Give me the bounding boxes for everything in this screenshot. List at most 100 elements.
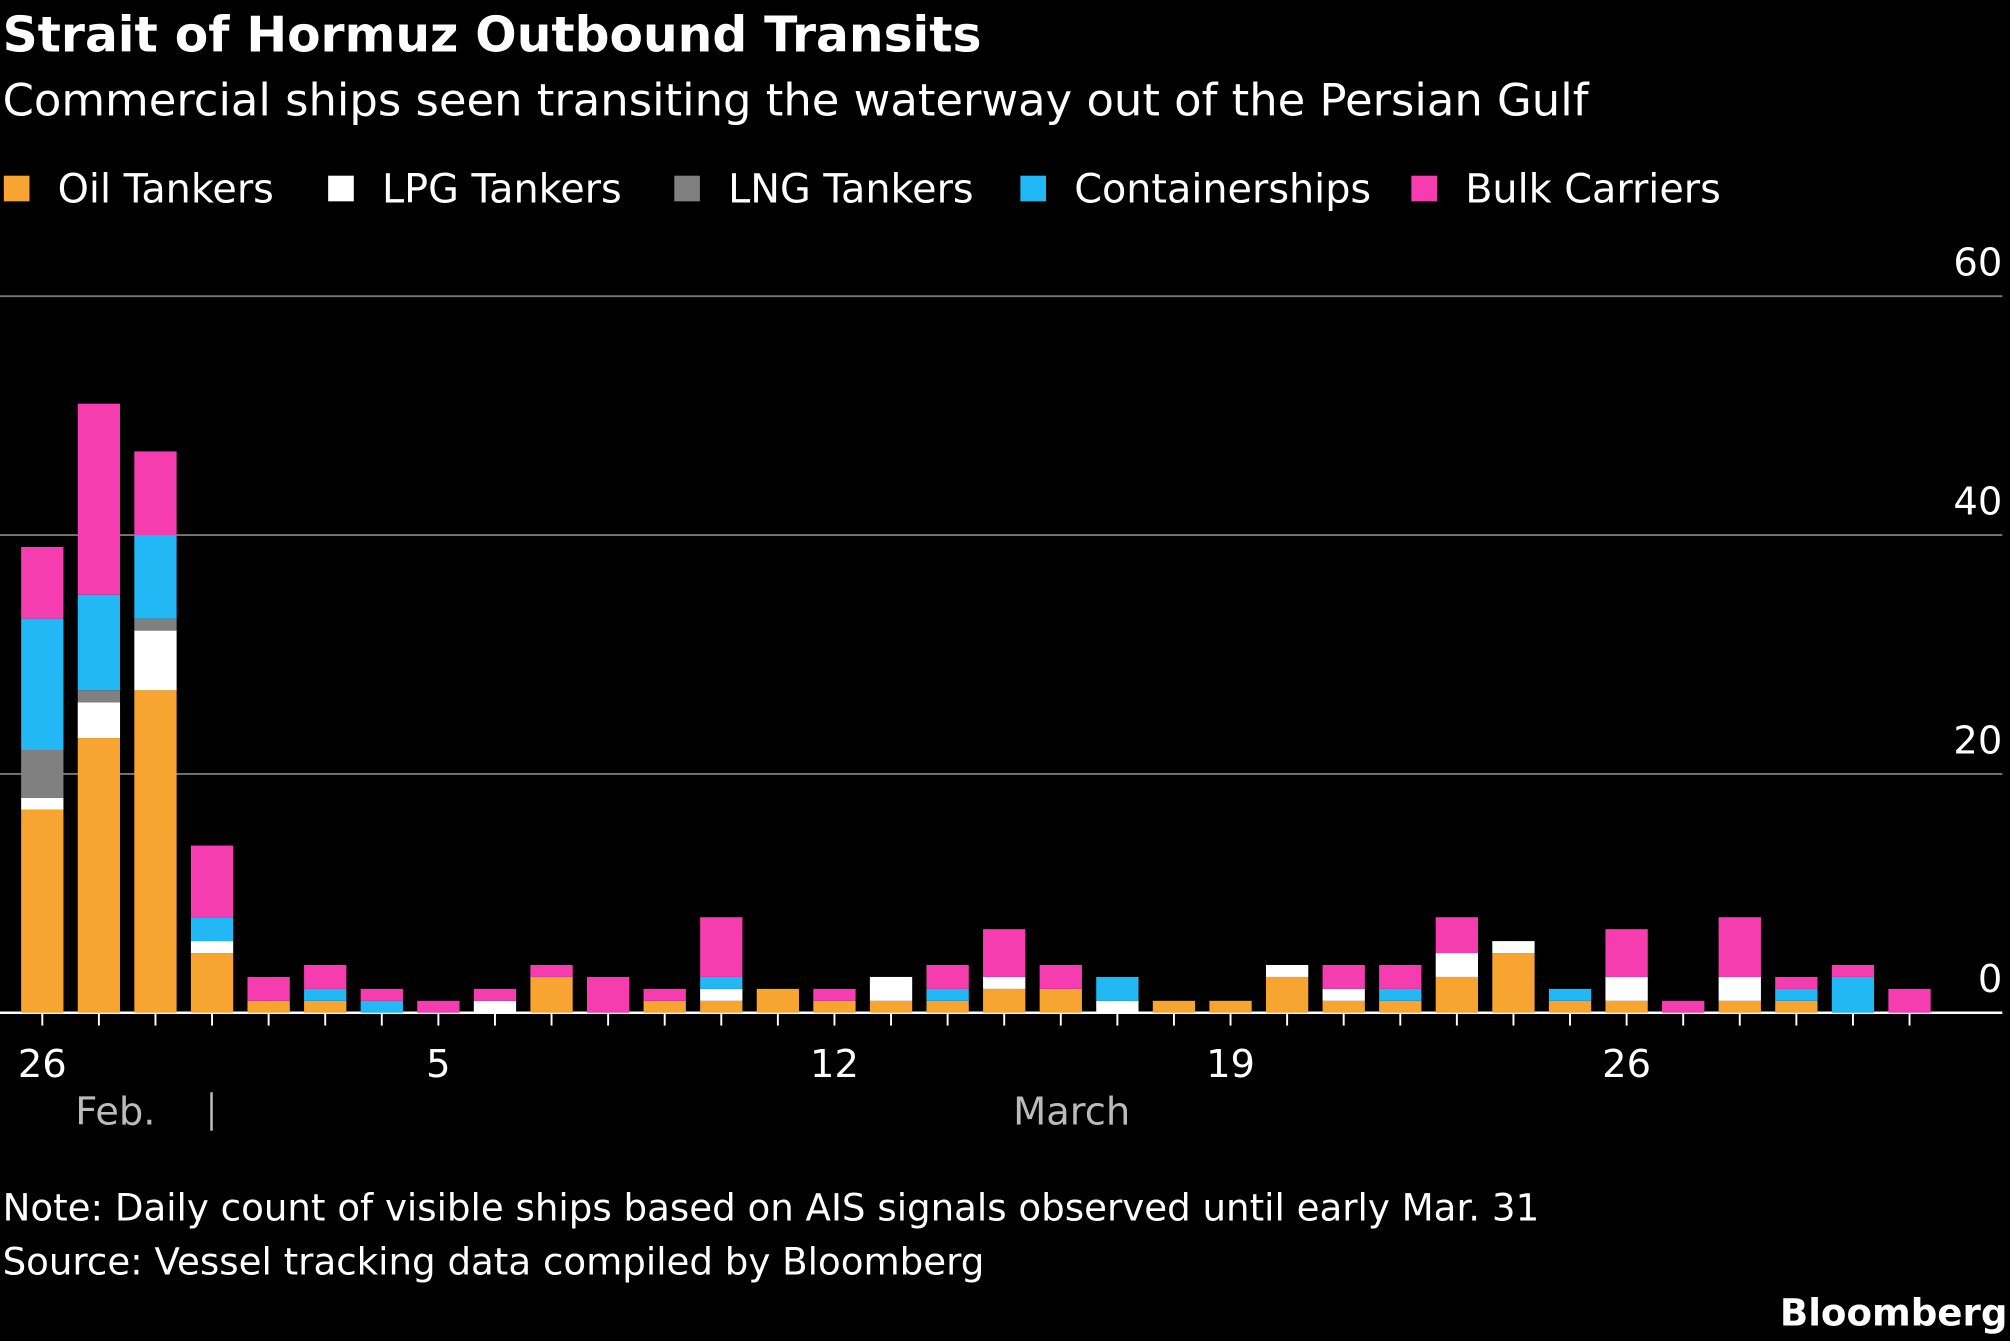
bar-segment xyxy=(21,618,64,751)
bar-segment xyxy=(1492,953,1535,1013)
bar-segment xyxy=(1718,1000,1761,1013)
bar-segment xyxy=(77,594,121,691)
bar-segment xyxy=(1605,976,1648,1001)
x-tick-label: 26 xyxy=(1602,1042,1651,1087)
bar-segment xyxy=(869,976,913,1001)
bar-segment xyxy=(700,988,743,1001)
bar-segment xyxy=(360,988,403,1001)
chart-title: Strait of Hormuz Outbound Transits xyxy=(3,7,982,63)
bar-segment xyxy=(1379,1000,1422,1013)
bar-segment xyxy=(700,976,743,989)
bar-segment xyxy=(360,1000,403,1013)
bar-segment xyxy=(869,1000,913,1013)
y-tick-label: 60 xyxy=(1953,241,2002,286)
legend-label: LNG Tankers xyxy=(728,167,974,213)
legend-label: LPG Tankers xyxy=(382,167,622,213)
bar-segment xyxy=(1322,1000,1365,1013)
chart-subtitle: Commercial ships seen transiting the wat… xyxy=(3,73,1590,126)
x-tick-label: 12 xyxy=(810,1042,859,1087)
brand: Bloomberg xyxy=(1780,1291,2008,1335)
bar-segment xyxy=(983,976,1026,989)
bar-segment xyxy=(813,1000,856,1013)
bar-segment xyxy=(1265,976,1309,1013)
bar-segment xyxy=(134,451,177,536)
bar-segment xyxy=(134,690,177,1013)
bar-segment xyxy=(1775,1000,1818,1013)
x-group-label: March xyxy=(1013,1089,1130,1134)
bar-segment xyxy=(1718,976,1761,1001)
legend-swatch xyxy=(674,175,700,202)
bar-segment xyxy=(643,988,686,1001)
bar-segment xyxy=(304,964,347,989)
bar-segment xyxy=(926,964,969,989)
bar-segment xyxy=(926,988,969,1001)
legend-swatch xyxy=(3,175,30,202)
bar-segment xyxy=(134,618,177,631)
bar-segment xyxy=(530,976,573,1013)
legend-label: Containerships xyxy=(1074,167,1371,213)
bar-segment xyxy=(926,1000,969,1013)
bar-segment xyxy=(1152,1000,1196,1013)
bar-segment xyxy=(190,917,234,942)
bar-segment xyxy=(530,964,573,977)
bar-segment xyxy=(21,546,64,619)
bar-segment xyxy=(77,702,121,739)
bar-segment xyxy=(190,953,234,1013)
legend-label: Oil Tankers xyxy=(58,167,274,213)
bar-segment xyxy=(1379,964,1422,989)
bar-segment xyxy=(643,1000,686,1013)
x-tick-label: 26 xyxy=(18,1042,67,1087)
bar-segment xyxy=(1548,1000,1592,1013)
bar-segment xyxy=(77,690,121,703)
legend-swatch xyxy=(328,175,354,202)
bar-segment xyxy=(813,988,856,1001)
bar-segment xyxy=(473,988,517,1001)
bar-segment xyxy=(304,988,347,1001)
bar-segment xyxy=(1831,964,1875,977)
bar-segment xyxy=(700,1000,743,1013)
bar-segment xyxy=(134,630,177,691)
bar-segment xyxy=(190,845,234,918)
note: Note: Daily count of visible ships based… xyxy=(3,1185,1540,1229)
bar-segment xyxy=(247,976,290,1001)
bar-segment xyxy=(473,1000,517,1013)
legend-swatch xyxy=(1020,175,1047,202)
legend-swatch xyxy=(1411,175,1437,202)
bar-segment xyxy=(983,929,1026,977)
bar-segment xyxy=(586,976,630,1013)
y-tick-label: 40 xyxy=(1953,480,2002,525)
bar-segment xyxy=(1548,988,1592,1001)
bar-segment xyxy=(1379,988,1422,1001)
bar-segment xyxy=(1322,964,1365,989)
bar-segment xyxy=(1718,917,1761,977)
bar-segment xyxy=(1209,1000,1252,1013)
x-tick-label: 19 xyxy=(1206,1042,1255,1087)
bar-segment xyxy=(1039,988,1082,1013)
bar-segment xyxy=(1039,964,1082,989)
x-group-label: Feb. xyxy=(75,1089,155,1134)
bar-segment xyxy=(134,535,177,619)
bar-segment xyxy=(417,1000,460,1013)
bar-segment xyxy=(1435,953,1479,977)
bar-segment xyxy=(1492,941,1535,954)
bar-segment xyxy=(1775,988,1818,1001)
bar-segment xyxy=(1435,976,1479,1013)
bar-segment xyxy=(21,809,64,1013)
y-tick-label: 20 xyxy=(1953,718,2002,763)
bar-segment xyxy=(1831,976,1875,1013)
source: Source: Vessel tracking data compiled by… xyxy=(3,1239,985,1283)
bar-segment xyxy=(983,988,1026,1013)
bar-segment xyxy=(1322,988,1365,1001)
bar-segment xyxy=(1662,1000,1705,1013)
bar-segment xyxy=(77,403,121,595)
bar-segment xyxy=(1265,964,1309,977)
bar-segment xyxy=(700,917,743,977)
bar-segment xyxy=(247,1000,290,1013)
bar-segment xyxy=(1096,976,1139,1001)
bar-segment xyxy=(1435,917,1479,954)
bar-segment xyxy=(1605,1000,1648,1013)
legend-label: Bulk Carriers xyxy=(1465,167,1721,213)
bar-segment xyxy=(21,750,64,798)
bar-segment xyxy=(1605,929,1648,977)
